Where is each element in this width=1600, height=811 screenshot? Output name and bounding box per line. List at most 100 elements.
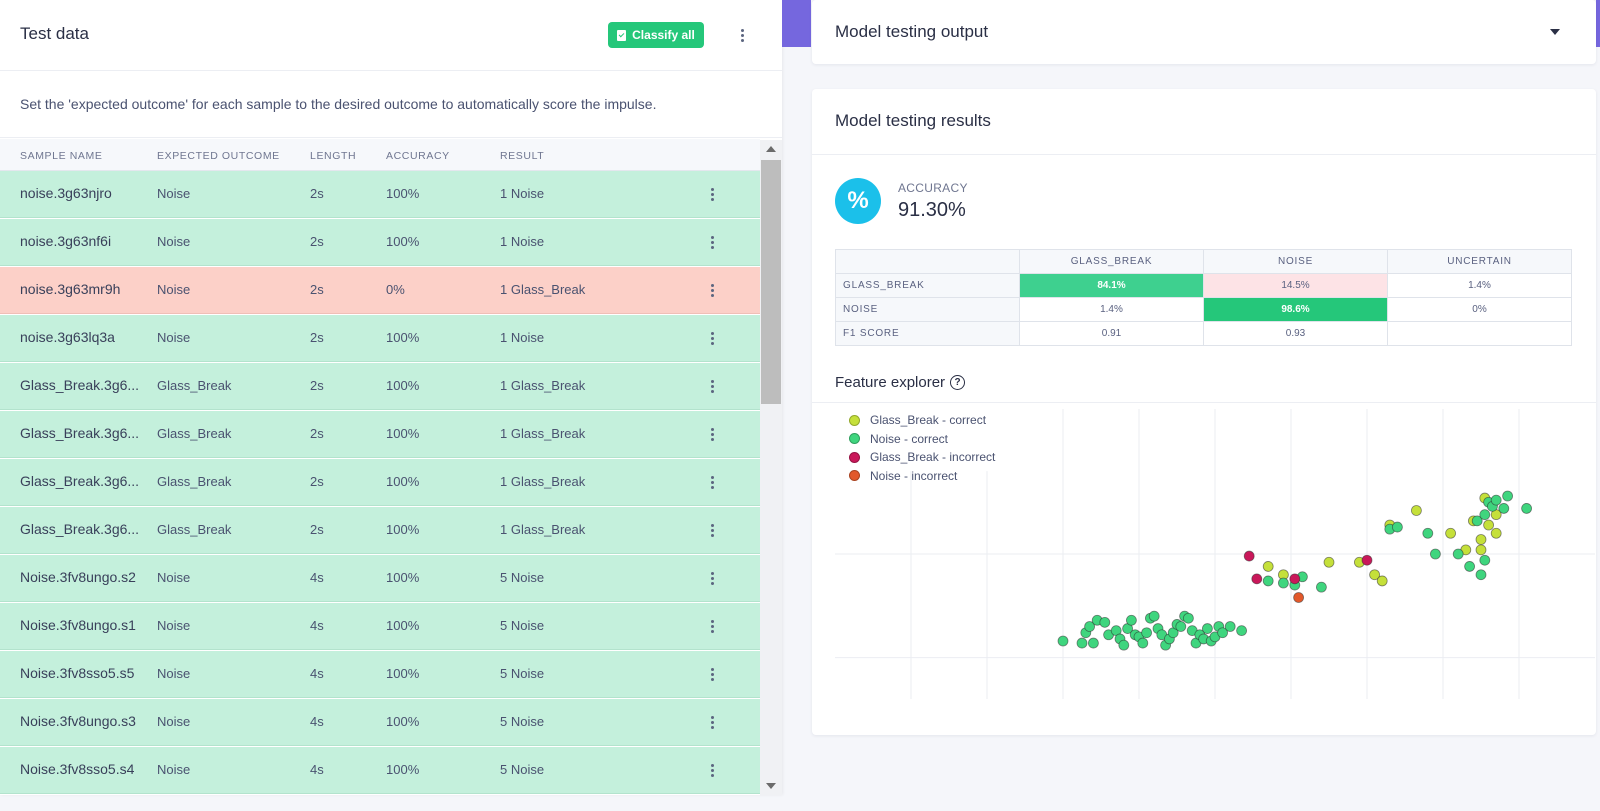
scroll-thumb[interactable] (761, 160, 781, 404)
table-row[interactable]: noise.3g63lq3a Noise 2s 100% 1 Noise (0, 315, 760, 362)
data-point (1076, 637, 1088, 649)
confusion-row-header: GLASS_BREAK (835, 273, 1020, 298)
expected-outcome-cell[interactable]: Noise (157, 186, 191, 201)
scroll-up-icon[interactable] (766, 146, 776, 152)
legend-item[interactable]: Glass_Break - incorrect (849, 450, 995, 464)
legend-item[interactable]: Noise - correct (849, 432, 948, 446)
accuracy-value: 91.30% (898, 199, 966, 221)
expected-outcome-cell[interactable]: Noise (157, 618, 191, 633)
data-point (1483, 519, 1494, 531)
row-menu-icon[interactable] (705, 666, 719, 682)
help-icon[interactable]: ? (950, 375, 966, 390)
expected-outcome-cell[interactable]: Noise (157, 282, 191, 297)
column-header-expected-outcome[interactable]: EXPECTED OUTCOME (157, 150, 280, 162)
confusion-cell: 84.1% (1019, 273, 1204, 298)
row-menu-icon[interactable] (705, 282, 719, 298)
sample-name-cell: Glass_Break.3g6... (20, 521, 140, 537)
result-cell: 1 Glass_Break (500, 282, 586, 297)
model-testing-output-card[interactable]: Model testing output (812, 0, 1596, 64)
expected-outcome-cell[interactable]: Noise (157, 330, 191, 345)
expected-outcome-cell[interactable]: Glass_Break (157, 378, 232, 393)
table-row[interactable]: Noise.3fv8ungo.s1 Noise 4s 100% 5 Noise (0, 603, 760, 650)
table-row[interactable]: noise.3g63nf6i Noise 2s 100% 1 Noise (0, 219, 760, 266)
expected-outcome-cell[interactable]: Glass_Break (157, 522, 232, 537)
more-options-icon[interactable] (735, 27, 749, 43)
data-point (1118, 639, 1130, 651)
test-data-table: SAMPLE NAME EXPECTED OUTCOME LENGTH ACCU… (0, 139, 782, 795)
expected-outcome-cell[interactable]: Noise (157, 234, 191, 249)
expected-outcome-cell[interactable]: Noise (157, 570, 191, 585)
data-point (1175, 621, 1187, 632)
sample-name-cell: noise.3g63lq3a (20, 329, 115, 345)
legend-item[interactable]: Glass_Break - correct (849, 413, 986, 427)
column-header-accuracy[interactable]: ACCURACY (386, 150, 450, 162)
table-row[interactable]: Glass_Break.3g6... Glass_Break 2s 100% 1 Gla… (0, 411, 760, 458)
table-row[interactable]: noise.3g63mr9h Noise 2s 0% 1 Glass_Break (0, 267, 760, 314)
row-menu-icon[interactable] (705, 570, 719, 586)
scatter-plot-svg[interactable] (835, 409, 1595, 699)
column-header-sample-name[interactable]: SAMPLE NAME (20, 150, 103, 162)
data-point (1057, 635, 1069, 647)
test-data-description: Set the 'expected outcome' for each samp… (0, 71, 782, 138)
expected-outcome-cell[interactable]: Glass_Break (157, 426, 232, 441)
data-point (1376, 575, 1388, 587)
test-data-header: Test data Classify all (0, 0, 782, 71)
table-row[interactable]: Noise.3fv8sso5.s5 Noise 4s 100% 5 Noise (0, 651, 760, 698)
confusion-cell: 1.4% (1387, 273, 1572, 298)
row-menu-icon[interactable] (705, 522, 719, 538)
table-row[interactable]: noise.3g63njro Noise 2s 100% 1 Noise (0, 171, 760, 218)
row-menu-icon[interactable] (705, 378, 719, 394)
table-row[interactable]: Glass_Break.3g6... Glass_Break 2s 100% 1 Gla… (0, 363, 760, 410)
accuracy-cell: 100% (386, 426, 420, 441)
row-menu-icon[interactable] (705, 762, 719, 778)
table-row[interactable]: Noise.3fv8ungo.s2 Noise 4s 100% 5 Noise (0, 555, 760, 602)
row-menu-icon[interactable] (705, 474, 719, 490)
scroll-down-icon[interactable] (766, 783, 776, 789)
data-point (1315, 581, 1327, 593)
column-header-length[interactable]: LENGTH (310, 150, 357, 162)
accent-edge (1596, 0, 1600, 47)
expected-outcome-cell[interactable]: Noise (157, 666, 191, 681)
feature-explorer-title: Feature explorer (835, 374, 946, 391)
result-cell: 5 Noise (500, 666, 545, 681)
table-row[interactable]: Glass_Break.3g6... Glass_Break 2s 100% 1 Gla… (0, 459, 760, 506)
table-row[interactable]: Noise.3fv8sso5.s4 Noise 4s 100% 5 Noise (0, 747, 760, 794)
table-row[interactable]: Noise.3fv8ungo.s3 Noise 4s 100% 5 Noise (0, 699, 760, 746)
sample-name-cell: Glass_Break.3g6... (20, 473, 140, 489)
caret-down-icon[interactable] (1550, 29, 1560, 35)
sample-name-cell: Noise.3fv8ungo.s3 (20, 713, 136, 729)
row-menu-icon[interactable] (705, 618, 719, 634)
clipboard-check-icon (617, 29, 627, 41)
expected-outcome-cell[interactable]: Noise (157, 714, 191, 729)
table-row[interactable]: Glass_Break.3g6... Glass_Break 2s 100% 1 Gla… (0, 507, 760, 554)
row-menu-icon[interactable] (705, 714, 719, 730)
feature-explorer-plot[interactable]: Glass_Break - correct Noise - correct Glas… (835, 409, 1595, 699)
data-point (1490, 527, 1502, 539)
classify-all-button[interactable]: Classify all (608, 22, 704, 48)
column-header-result[interactable]: RESULT (500, 150, 545, 162)
data-point (1099, 616, 1111, 628)
row-menu-icon[interactable] (705, 426, 719, 442)
legend-item[interactable]: Noise - incorrect (849, 469, 957, 483)
confusion-cell: 0.91 (1019, 321, 1204, 346)
length-cell: 2s (310, 234, 324, 249)
data-point (1498, 503, 1510, 514)
data-point (1236, 625, 1248, 637)
data-point (1452, 548, 1464, 560)
legend-marker (849, 433, 860, 444)
length-cell: 2s (310, 282, 324, 297)
data-point (1217, 627, 1229, 639)
data-point (1141, 627, 1153, 639)
percent-icon: % (835, 178, 881, 224)
row-menu-icon[interactable] (705, 186, 719, 202)
row-menu-icon[interactable] (705, 330, 719, 346)
expected-outcome-cell[interactable]: Noise (157, 762, 191, 777)
table-scrollbar[interactable] (760, 140, 782, 795)
data-point (1289, 573, 1301, 585)
accuracy-cell: 100% (386, 234, 420, 249)
data-point (1502, 490, 1513, 502)
table-header: SAMPLE NAME EXPECTED OUTCOME LENGTH ACCU… (0, 139, 760, 171)
data-point (1392, 521, 1403, 533)
expected-outcome-cell[interactable]: Glass_Break (157, 474, 232, 489)
row-menu-icon[interactable] (705, 234, 719, 250)
